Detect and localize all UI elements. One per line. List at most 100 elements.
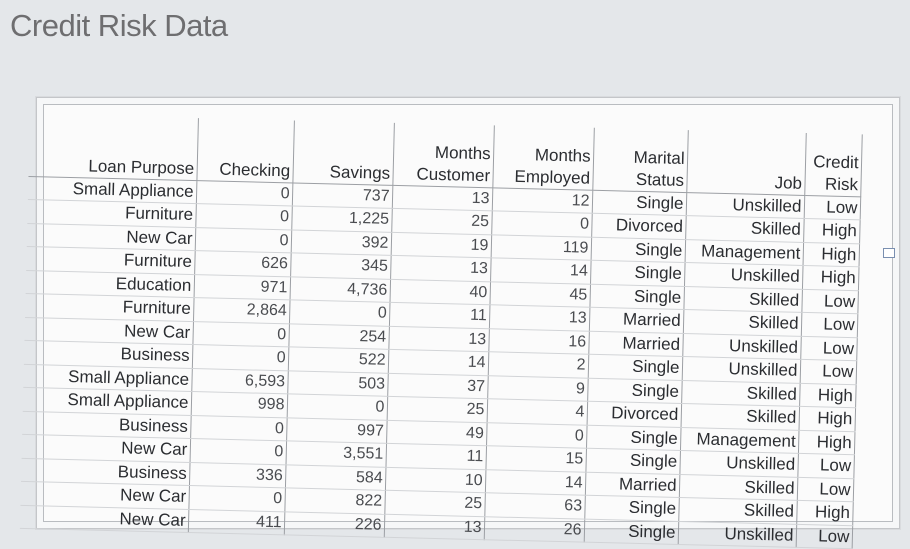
table-cell-job[interactable]: Skilled xyxy=(682,309,802,336)
table-cell-marital-status[interactable]: Single xyxy=(586,424,681,451)
table-cell-marital-status[interactable]: Single xyxy=(590,236,686,263)
column-header-marital-status[interactable]: Marital Status xyxy=(592,127,688,193)
table-cell-months-customer[interactable]: 11 xyxy=(388,302,490,329)
table-cell-savings[interactable]: 254 xyxy=(288,323,389,350)
table-cell-checking[interactable]: 0 xyxy=(188,485,285,512)
table-cell-savings[interactable]: 392 xyxy=(290,229,392,256)
table-cell-marital-status[interactable]: Single xyxy=(587,377,682,404)
table-cell-months-employed[interactable]: 0 xyxy=(486,422,587,449)
table-cell-months-employed[interactable]: 13 xyxy=(488,304,590,331)
table-cell-credit-risk[interactable]: High xyxy=(796,500,853,526)
table-cell-credit-risk[interactable]: High xyxy=(802,241,860,267)
table-cell-job[interactable]: Skilled xyxy=(683,286,802,313)
table-cell-credit-risk[interactable]: High xyxy=(803,218,860,244)
table-cell-months-employed[interactable]: 4 xyxy=(486,398,588,425)
table-cell-savings[interactable]: 522 xyxy=(287,346,389,373)
table-cell-checking[interactable]: 971 xyxy=(193,274,291,300)
table-cell-job[interactable]: Management xyxy=(684,239,804,266)
table-cell-checking[interactable]: 0 xyxy=(192,321,289,347)
table-cell-marital-status[interactable]: Married xyxy=(584,471,680,498)
table-cell-job[interactable]: Unskilled xyxy=(677,520,797,548)
table-cell-credit-risk[interactable]: High xyxy=(798,406,856,432)
table-cell-months-employed[interactable]: 14 xyxy=(490,257,591,284)
table-cell-credit-risk[interactable]: High xyxy=(797,429,855,455)
table-cell-months-customer[interactable]: 25 xyxy=(391,208,492,235)
table-cell-job[interactable]: Unskilled xyxy=(682,333,801,360)
table-cell-savings[interactable]: 584 xyxy=(284,464,386,491)
table-cell-job[interactable]: Skilled xyxy=(685,215,804,242)
column-header-credit-risk[interactable]: Credit Risk xyxy=(804,132,862,197)
table-cell-months-employed[interactable]: 2 xyxy=(487,351,589,378)
table-cell-months-customer[interactable]: 13 xyxy=(391,184,493,211)
table-cell-months-employed[interactable]: 26 xyxy=(483,516,585,543)
table-cell-checking[interactable]: 6,593 xyxy=(191,368,288,394)
table-cell-credit-risk[interactable]: Low xyxy=(797,453,854,479)
table-cell-months-employed[interactable]: 9 xyxy=(487,375,588,402)
table-cell-checking[interactable]: 0 xyxy=(195,203,292,230)
table-cell-savings[interactable]: 0 xyxy=(288,299,390,326)
table-cell-marital-status[interactable]: Single xyxy=(587,354,683,381)
table-cell-months-employed[interactable]: 45 xyxy=(489,281,591,308)
table-cell-marital-status[interactable]: Married xyxy=(588,330,683,357)
table-cell-savings[interactable]: 737 xyxy=(291,182,393,209)
column-header-job[interactable]: Job xyxy=(686,130,806,195)
column-header-loan-purpose[interactable]: Loan Purpose xyxy=(28,114,198,181)
table-cell-marital-status[interactable]: Divorced xyxy=(586,401,682,427)
table-cell-marital-status[interactable]: Single xyxy=(591,189,687,216)
table-cell-marital-status[interactable]: Single xyxy=(583,518,679,545)
table-cell-months-employed[interactable]: 0 xyxy=(491,210,592,237)
table-cell-savings[interactable]: 4,736 xyxy=(289,276,391,303)
table-cell-months-customer[interactable]: 19 xyxy=(390,231,492,258)
table-cell-checking[interactable]: 626 xyxy=(194,250,291,277)
table-cell-months-employed[interactable]: 14 xyxy=(484,469,586,496)
table-cell-months-customer[interactable]: 10 xyxy=(384,466,486,493)
table-cell-months-customer[interactable]: 13 xyxy=(383,513,485,540)
table-cell-credit-risk[interactable]: Low xyxy=(796,476,854,502)
table-cell-marital-status[interactable]: Divorced xyxy=(591,213,686,240)
table-cell-checking[interactable]: 0 xyxy=(195,180,293,206)
table-cell-savings[interactable]: 997 xyxy=(286,417,387,444)
table-cell-checking[interactable]: 998 xyxy=(190,391,288,418)
table-cell-marital-status[interactable]: Single xyxy=(584,495,679,521)
column-header-savings[interactable]: Savings xyxy=(292,120,394,185)
table-cell-months-employed[interactable]: 63 xyxy=(484,492,585,519)
table-cell-checking[interactable]: 2,864 xyxy=(192,297,290,324)
table-cell-savings[interactable]: 822 xyxy=(284,487,385,514)
table-cell-months-employed[interactable]: 15 xyxy=(485,445,587,472)
table-cell-checking[interactable]: 336 xyxy=(188,462,286,488)
table-cell-credit-risk[interactable]: Low xyxy=(801,288,858,314)
table-cell-job[interactable]: Unskilled xyxy=(681,356,801,383)
column-header-checking[interactable]: Checking xyxy=(196,118,294,183)
table-cell-months-customer[interactable]: 13 xyxy=(388,325,489,352)
table-cell-checking[interactable]: 0 xyxy=(191,344,289,371)
column-header-months-customer[interactable]: Months Customer xyxy=(392,122,494,188)
table-cell-credit-risk[interactable]: Low xyxy=(800,312,858,338)
table-cell-job[interactable]: Skilled xyxy=(678,497,797,524)
column-header-months-employed[interactable]: Months Employed xyxy=(492,125,594,190)
table-cell-marital-status[interactable]: Married xyxy=(588,307,684,334)
table-cell-checking[interactable]: 0 xyxy=(194,227,292,253)
table-cell-months-customer[interactable]: 11 xyxy=(385,443,487,470)
table-cell-marital-status[interactable]: Single xyxy=(589,283,684,310)
table-cell-months-customer[interactable]: 25 xyxy=(386,396,488,423)
table-cell-savings[interactable]: 3,551 xyxy=(285,440,387,467)
table-cell-months-employed[interactable]: 119 xyxy=(490,234,592,261)
table-cell-savings[interactable]: 0 xyxy=(286,393,388,420)
table-cell-job[interactable]: Skilled xyxy=(678,473,798,501)
table-cell-job[interactable]: Skilled xyxy=(680,403,800,430)
table-cell-months-customer[interactable]: 49 xyxy=(386,419,487,446)
table-cell-savings[interactable]: 1,225 xyxy=(291,205,392,232)
table-cell-job[interactable]: Management xyxy=(679,426,799,454)
table-cell-credit-risk[interactable]: High xyxy=(799,382,856,408)
table-cell-credit-risk[interactable]: Low xyxy=(800,335,857,361)
table-cell-months-employed[interactable]: 12 xyxy=(491,187,593,214)
table-cell-savings[interactable]: 503 xyxy=(287,370,388,397)
table-cell-savings[interactable]: 226 xyxy=(283,511,385,538)
table-cell-job[interactable]: Unskilled xyxy=(685,192,805,219)
table-cell-job[interactable]: Unskilled xyxy=(683,262,803,289)
table-cell-savings[interactable]: 345 xyxy=(290,252,391,279)
table-cell-credit-risk[interactable]: Low xyxy=(803,194,861,220)
table-cell-credit-risk[interactable]: High xyxy=(801,265,859,291)
table-cell-months-employed[interactable]: 16 xyxy=(488,328,589,355)
table-cell-months-customer[interactable]: 25 xyxy=(384,490,485,517)
